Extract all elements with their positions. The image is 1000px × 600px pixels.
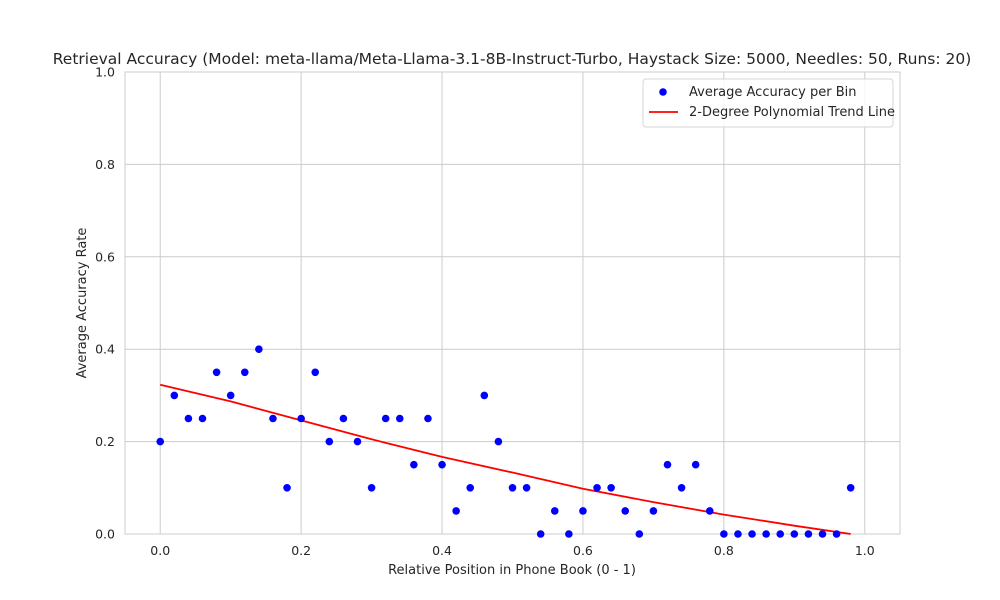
scatter-point xyxy=(818,530,827,538)
scatter-point xyxy=(381,414,390,423)
scatter-point xyxy=(593,484,601,492)
scatter-point xyxy=(832,530,841,538)
scatter-point xyxy=(748,530,756,538)
legend: Average Accuracy per Bin 2-Degree Polyno… xyxy=(642,78,895,128)
scatter-point xyxy=(579,507,587,515)
y-tick-label: 0.0 xyxy=(95,527,115,542)
y-tick-label: 0.8 xyxy=(95,157,115,172)
y-tick-label: 1.0 xyxy=(95,65,115,80)
scatter-point xyxy=(522,484,531,492)
scatter-point xyxy=(508,484,517,492)
scatter-point xyxy=(410,460,418,469)
scatter-point xyxy=(691,460,700,469)
scatter-points xyxy=(156,345,855,538)
y-axis-label: Average Accuracy Rate xyxy=(75,228,90,379)
scatter-point xyxy=(283,484,291,492)
scatter-point xyxy=(255,345,263,354)
scatter-point xyxy=(325,437,334,446)
scatter-point xyxy=(240,368,249,377)
scatter-point xyxy=(297,414,305,423)
plot-area-frame xyxy=(124,71,901,535)
scatter-point xyxy=(353,437,362,446)
scatter-point xyxy=(762,530,770,538)
scatter-point xyxy=(621,507,630,515)
scatter-point xyxy=(269,414,277,423)
scatter-point xyxy=(311,368,320,377)
scatter-point xyxy=(635,530,644,538)
scatter-point xyxy=(156,437,165,446)
scatter-point xyxy=(466,484,475,492)
legend-marker-scatter xyxy=(659,88,667,96)
scatter-point xyxy=(424,414,432,423)
scatter-point xyxy=(480,391,489,400)
scatter-point xyxy=(339,414,348,423)
scatter-point xyxy=(649,507,658,515)
scatter-point xyxy=(438,460,446,469)
scatter-point xyxy=(705,507,714,515)
x-tick-label: 0.2 xyxy=(291,543,311,558)
x-tick-label: 1.0 xyxy=(855,543,875,558)
y-axis-ticks: 0.0 0.2 0.4 0.6 0.8 1.0 xyxy=(95,65,115,542)
scatter-point xyxy=(367,484,376,492)
x-tick-label: 0.6 xyxy=(573,543,593,558)
scatter-point xyxy=(184,414,193,423)
scatter-point xyxy=(494,437,503,446)
legend-label-scatter: Average Accuracy per Bin xyxy=(689,85,857,100)
y-tick-label: 0.2 xyxy=(95,434,115,449)
scatter-point xyxy=(846,484,855,492)
scatter-point xyxy=(452,507,460,515)
y-tick-label: 0.4 xyxy=(95,342,115,357)
scatter-point xyxy=(804,530,813,538)
chart-title: Retrieval Accuracy (Model: meta-llama/Me… xyxy=(53,50,972,68)
scatter-point xyxy=(790,530,799,538)
trend-line xyxy=(160,383,851,535)
x-tick-label: 0.8 xyxy=(714,543,734,558)
scatter-point xyxy=(663,460,672,469)
scatter-point xyxy=(607,484,615,492)
scatter-point xyxy=(776,530,785,538)
x-tick-label: 0.4 xyxy=(432,543,452,558)
scatter-point xyxy=(212,368,221,377)
x-tick-label: 0.0 xyxy=(150,543,170,558)
scatter-point xyxy=(536,530,545,538)
scatter-point xyxy=(720,530,728,538)
scatter-point xyxy=(677,484,686,492)
scatter-point xyxy=(395,414,404,423)
trend-line-layer xyxy=(160,383,851,535)
x-axis-ticks: 0.0 0.2 0.4 0.6 0.8 1.0 xyxy=(150,543,874,558)
scatter-point xyxy=(565,530,573,538)
scatter-point xyxy=(226,391,235,400)
scatter-point xyxy=(550,507,559,515)
scatter-point xyxy=(734,530,742,538)
y-tick-label: 0.6 xyxy=(95,249,115,264)
x-axis-label: Relative Position in Phone Book (0 - 1) xyxy=(388,563,636,578)
legend-box xyxy=(642,78,894,128)
scatter-point xyxy=(170,391,179,400)
scatter-point xyxy=(198,414,207,423)
legend-label-line: 2-Degree Polynomial Trend Line xyxy=(689,105,895,120)
